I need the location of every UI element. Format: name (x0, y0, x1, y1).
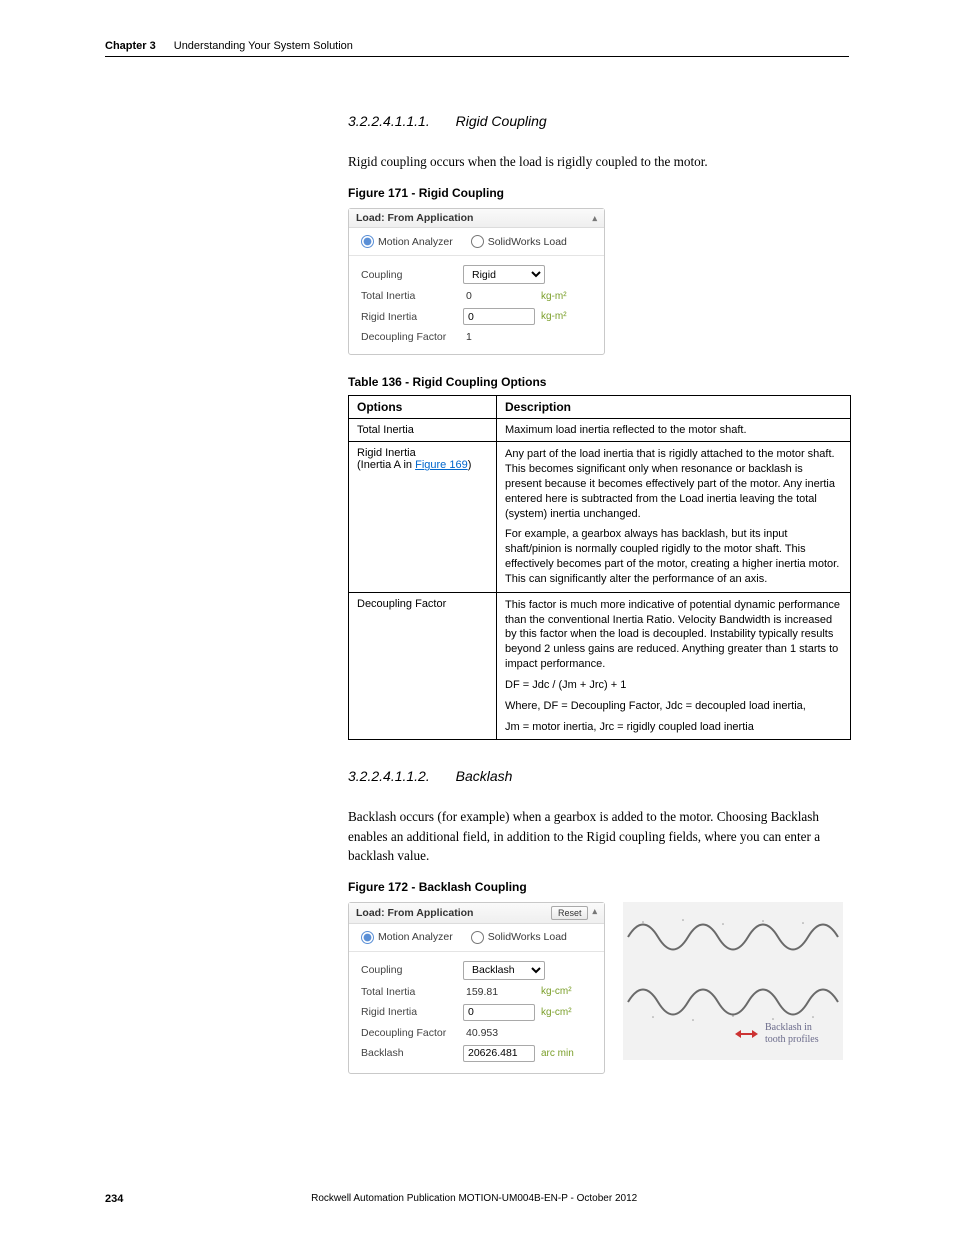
backlash-label: Backlash (361, 1047, 463, 1059)
radio-solidworks[interactable]: SolidWorks Load (471, 235, 567, 248)
total-inertia-label: Total Inertia (361, 290, 463, 302)
radio-motion-analyzer[interactable]: Motion Analyzer (361, 235, 453, 248)
rigid-coupling-options-table: Options Description Total Inertia Maximu… (348, 395, 851, 740)
section-body: Backlash occurs (for example) when a gea… (348, 807, 851, 864)
rigid-inertia-label: Rigid Inertia (361, 311, 463, 323)
load-source-radios: Motion Analyzer SolidWorks Load (349, 228, 604, 256)
figure-caption: Figure 172 - Backlash Coupling (348, 880, 851, 894)
chapter-label: Chapter 3 (105, 40, 156, 52)
section-heading: 3.2.2.4.1.1.2. Backlash (348, 768, 851, 784)
panel-header: Load: From Application ▴ (349, 209, 604, 228)
section-heading: 3.2.2.4.1.1.1. Rigid Coupling (348, 113, 851, 129)
chapter-title: Understanding Your System Solution (174, 40, 353, 52)
table-row: Total Inertia Maximum load inertia refle… (349, 419, 851, 442)
page-footer: 234 Rockwell Automation Publication MOTI… (105, 1193, 849, 1205)
load-panel-backlash: Load: From Application Reset ▴ Motion An… (348, 902, 605, 1074)
section-number: 3.2.2.4.1.1.2. (348, 768, 430, 784)
figure-link[interactable]: Figure 169 (415, 459, 468, 471)
th-description: Description (497, 396, 851, 419)
gear-label-2: tooth profiles (765, 1034, 819, 1045)
opt-rigid-inertia: Rigid Inertia (Inertia A in Figure 169) (349, 442, 497, 593)
page-header: Chapter 3 Understanding Your System Solu… (105, 40, 849, 57)
section-number: 3.2.2.4.1.1.1. (348, 113, 430, 129)
decoupling-label: Decoupling Factor (361, 331, 463, 343)
desc-total-inertia: Maximum load inertia reflected to the mo… (497, 419, 851, 442)
reset-button[interactable]: Reset (551, 906, 589, 920)
gear-backlash-illustration: Backlash in tooth profiles (623, 902, 843, 1060)
coupling-select[interactable]: Backlash (463, 961, 545, 980)
collapse-icon[interactable]: ▴ (592, 213, 597, 224)
collapse-icon[interactable]: ▴ (592, 906, 597, 920)
radio-solidworks[interactable]: SolidWorks Load (471, 931, 567, 944)
decoupling-label: Decoupling Factor (361, 1027, 463, 1039)
gear-label-1: Backlash in (765, 1022, 812, 1033)
rigid-inertia-input[interactable] (463, 1004, 535, 1021)
section-body: Rigid coupling occurs when the load is r… (348, 152, 851, 171)
th-options: Options (349, 396, 497, 419)
decoupling-value: 40.953 (463, 1027, 541, 1039)
panel-title: Load: From Application (356, 907, 473, 919)
backlash-unit: arc min (541, 1048, 589, 1059)
rigid-inertia-label: Rigid Inertia (361, 1006, 463, 1018)
table-row: Rigid Inertia (Inertia A in Figure 169) … (349, 442, 851, 593)
opt-total-inertia: Total Inertia (349, 419, 497, 442)
load-panel-rigid: Load: From Application ▴ Motion Analyzer… (348, 208, 605, 355)
rigid-inertia-input[interactable] (463, 308, 535, 325)
total-inertia-unit: kg-cm² (541, 986, 589, 997)
desc-rigid-inertia: Any part of the load inertia that is rig… (497, 442, 851, 593)
panel-title: Load: From Application (356, 212, 473, 224)
backlash-input[interactable] (463, 1045, 535, 1062)
coupling-select[interactable]: Rigid (463, 265, 545, 284)
desc-decoupling-factor: This factor is much more indicative of p… (497, 592, 851, 740)
total-inertia-unit: kg-m² (541, 291, 589, 302)
publication-info: Rockwell Automation Publication MOTION-U… (123, 1193, 825, 1205)
figure-caption: Figure 171 - Rigid Coupling (348, 186, 851, 200)
rigid-inertia-unit: kg-m² (541, 311, 589, 322)
decoupling-value: 1 (463, 331, 541, 343)
coupling-label: Coupling (361, 269, 463, 281)
total-inertia-value: 159.81 (463, 986, 541, 998)
rigid-inertia-unit: kg-cm² (541, 1007, 589, 1018)
table-row: Decoupling Factor This factor is much mo… (349, 592, 851, 740)
section-title: Backlash (456, 768, 513, 784)
radio-motion-analyzer[interactable]: Motion Analyzer (361, 931, 453, 944)
page-number: 234 (105, 1193, 123, 1205)
coupling-label: Coupling (361, 964, 463, 976)
opt-decoupling-factor: Decoupling Factor (349, 592, 497, 740)
total-inertia-label: Total Inertia (361, 986, 463, 998)
section-title: Rigid Coupling (456, 113, 547, 129)
panel-header: Load: From Application Reset ▴ (349, 903, 604, 924)
load-source-radios: Motion Analyzer SolidWorks Load (349, 924, 604, 952)
table-caption: Table 136 - Rigid Coupling Options (348, 375, 851, 389)
total-inertia-value: 0 (463, 290, 541, 302)
